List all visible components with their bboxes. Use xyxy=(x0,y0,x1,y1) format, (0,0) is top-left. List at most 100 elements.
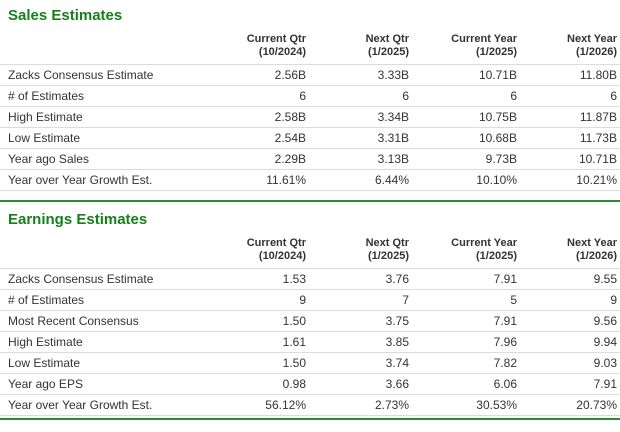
column-header-period: (10/2024) xyxy=(258,46,306,58)
row-label: Year over Year Growth Est. xyxy=(0,394,215,416)
row-label: Year ago Sales xyxy=(0,148,215,170)
table-row: Year ago EPS 0.98 3.66 6.06 7.91 xyxy=(0,373,620,395)
cell-value: 3.74 xyxy=(312,352,415,374)
table-row: Year ago Sales 2.29B 3.13B 9.73B 10.71B xyxy=(0,148,620,170)
column-header-period: (1/2025) xyxy=(368,250,409,262)
cell-value: 7 xyxy=(312,289,415,311)
cell-value: 6 xyxy=(523,85,620,107)
cell-value: 3.33B xyxy=(312,64,415,86)
column-header-current-qtr: Current Qtr (10/2024) xyxy=(215,228,312,269)
cell-value: 1.50 xyxy=(215,352,312,374)
row-label: Year over Year Growth Est. xyxy=(0,169,215,191)
column-header-label: Current Qtr xyxy=(246,237,306,249)
table-row: Low Estimate 2.54B 3.31B 10.68B 11.73B xyxy=(0,127,620,149)
earnings-header-row: Current Qtr (10/2024) Next Qtr (1/2025) … xyxy=(0,228,620,269)
earnings-estimates-table: Current Qtr (10/2024) Next Qtr (1/2025) … xyxy=(0,228,620,416)
column-header-label: Current Year xyxy=(451,33,517,45)
table-row: Low Estimate 1.50 3.74 7.82 9.03 xyxy=(0,352,620,374)
cell-value: 10.75B xyxy=(415,106,523,128)
column-header-label: Next Qtr xyxy=(365,33,409,45)
cell-value: 2.56B xyxy=(215,64,312,86)
sales-estimates-title: Sales Estimates xyxy=(8,7,123,24)
sales-header-row: Current Qtr (10/2024) Next Qtr (1/2025) … xyxy=(0,24,620,65)
cell-value: 56.12% xyxy=(215,394,312,416)
cell-value: 9.55 xyxy=(523,268,620,290)
cell-value: 5 xyxy=(415,289,523,311)
cell-value: 3.76 xyxy=(312,268,415,290)
row-label: Low Estimate xyxy=(0,352,215,374)
column-header-period: (1/2025) xyxy=(368,46,409,58)
row-label: Zacks Consensus Estimate xyxy=(0,268,215,290)
cell-value: 3.66 xyxy=(312,373,415,395)
column-header-label: Next Year xyxy=(567,33,617,45)
column-header-next-qtr: Next Qtr (1/2025) xyxy=(312,24,415,65)
cell-value: 6.06 xyxy=(415,373,523,395)
cell-value: 2.58B xyxy=(215,106,312,128)
earnings-estimates-section: Earnings Estimates Current Qtr (10/2024)… xyxy=(0,202,620,420)
cell-value: 9 xyxy=(523,289,620,311)
cell-value: 2.73% xyxy=(312,394,415,416)
table-row: # of Estimates 9 7 5 9 xyxy=(0,289,620,311)
cell-value: 11.80B xyxy=(523,64,620,86)
column-header-label: Next Qtr xyxy=(365,237,409,249)
estimates-page: Sales Estimates Current Qtr (10/2024) Ne… xyxy=(0,0,620,420)
column-header-current-qtr: Current Qtr (10/2024) xyxy=(215,24,312,65)
cell-value: 3.75 xyxy=(312,310,415,332)
cell-value: 1.61 xyxy=(215,331,312,353)
column-header-period: (10/2024) xyxy=(258,250,306,262)
cell-value: 30.53% xyxy=(415,394,523,416)
cell-value: 6 xyxy=(215,85,312,107)
cell-value: 9.56 xyxy=(523,310,620,332)
cell-value: 0.98 xyxy=(215,373,312,395)
cell-value: 10.71B xyxy=(415,64,523,86)
cell-value: 3.13B xyxy=(312,148,415,170)
earnings-estimates-title: Earnings Estimates xyxy=(8,211,148,228)
cell-value: 11.87B xyxy=(523,106,620,128)
row-label: Low Estimate xyxy=(0,127,215,149)
row-label: # of Estimates xyxy=(0,289,215,311)
sales-estimates-table: Current Qtr (10/2024) Next Qtr (1/2025) … xyxy=(0,24,620,191)
row-label: Year ago EPS xyxy=(0,373,215,395)
cell-value: 11.61% xyxy=(215,169,312,191)
column-header-next-year: Next Year (1/2026) xyxy=(523,24,620,65)
row-label: High Estimate xyxy=(0,106,215,128)
column-header-period: (1/2026) xyxy=(576,46,617,58)
table-row: Zacks Consensus Estimate 1.53 3.76 7.91 … xyxy=(0,268,620,290)
cell-value: 9.73B xyxy=(415,148,523,170)
sales-estimates-section: Sales Estimates Current Qtr (10/2024) Ne… xyxy=(0,0,620,202)
cell-value: 6 xyxy=(415,85,523,107)
column-header-period: (1/2026) xyxy=(576,250,617,262)
table-row: Most Recent Consensus 1.50 3.75 7.91 9.5… xyxy=(0,310,620,332)
column-header-next-year: Next Year (1/2026) xyxy=(523,228,620,269)
table-row: High Estimate 2.58B 3.34B 10.75B 11.87B xyxy=(0,106,620,128)
cell-value: 7.91 xyxy=(415,268,523,290)
column-header-current-year: Current Year (1/2025) xyxy=(415,228,523,269)
cell-value: 3.31B xyxy=(312,127,415,149)
cell-value: 10.10% xyxy=(415,169,523,191)
column-header-period: (1/2025) xyxy=(476,46,517,58)
cell-value: 11.73B xyxy=(523,127,620,149)
table-row: High Estimate 1.61 3.85 7.96 9.94 xyxy=(0,331,620,353)
column-header-label: Current Qtr xyxy=(246,33,306,45)
row-label-header xyxy=(0,24,215,65)
cell-value: 6 xyxy=(312,85,415,107)
column-header-label: Next Year xyxy=(567,237,617,249)
table-row: # of Estimates 6 6 6 6 xyxy=(0,85,620,107)
cell-value: 3.34B xyxy=(312,106,415,128)
row-label: High Estimate xyxy=(0,331,215,353)
cell-value: 2.29B xyxy=(215,148,312,170)
table-row: Year over Year Growth Est. 11.61% 6.44% … xyxy=(0,169,620,191)
table-row: Year over Year Growth Est. 56.12% 2.73% … xyxy=(0,394,620,416)
cell-value: 3.85 xyxy=(312,331,415,353)
cell-value: 2.54B xyxy=(215,127,312,149)
row-label: Most Recent Consensus xyxy=(0,310,215,332)
cell-value: 9.94 xyxy=(523,331,620,353)
row-label: Zacks Consensus Estimate xyxy=(0,64,215,86)
column-header-next-qtr: Next Qtr (1/2025) xyxy=(312,228,415,269)
row-label-header xyxy=(0,228,215,269)
cell-value: 10.71B xyxy=(523,148,620,170)
cell-value: 7.96 xyxy=(415,331,523,353)
row-label: # of Estimates xyxy=(0,85,215,107)
cell-value: 10.68B xyxy=(415,127,523,149)
cell-value: 9.03 xyxy=(523,352,620,374)
